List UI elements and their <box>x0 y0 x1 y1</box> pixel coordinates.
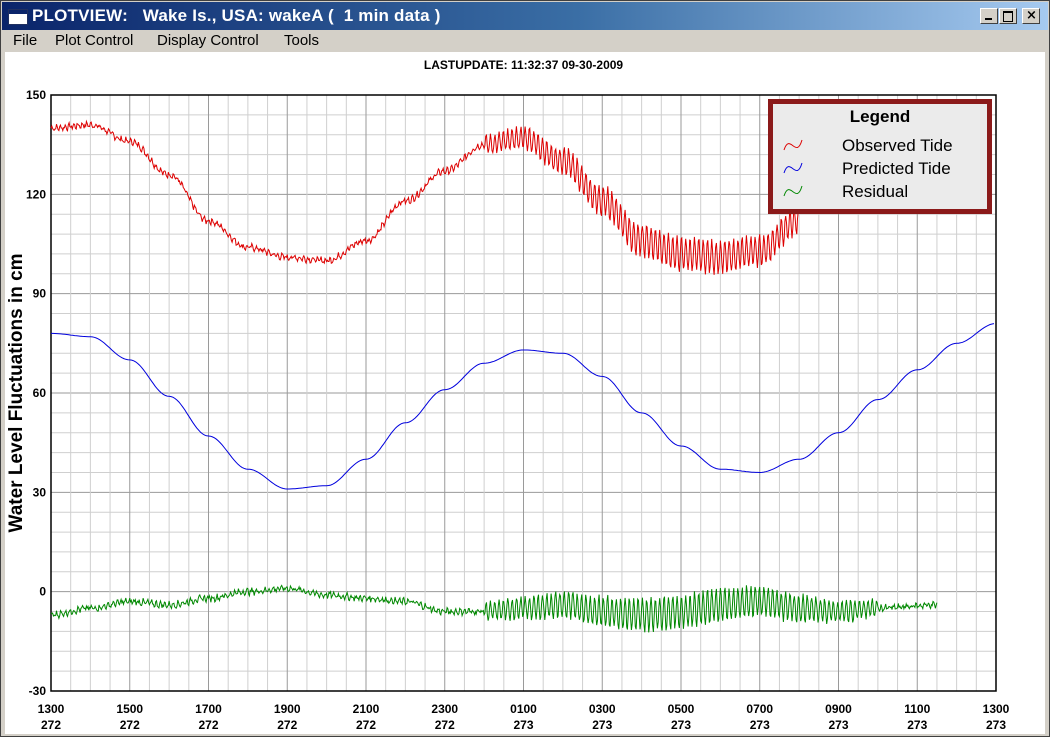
x-tick-hour-label: 0100 <box>510 702 537 716</box>
x-tick-day-label: 272 <box>277 718 297 732</box>
app-window-icon[interactable] <box>8 9 28 25</box>
legend-swatch-residual <box>783 185 803 197</box>
x-tick-hour-label: 0300 <box>589 702 616 716</box>
menu-file[interactable]: File <box>13 32 38 49</box>
observed-tide-line[interactable] <box>50 119 800 275</box>
x-tick-hour-label: 1700 <box>195 702 222 716</box>
plot-area: LASTUPDATE: 11:32:37 09-30-2009 Water Lev… <box>5 52 1045 734</box>
residual-line[interactable] <box>50 584 938 633</box>
y-tick-label: 0 <box>39 585 46 599</box>
legend-title: Legend <box>850 107 910 126</box>
legend-swatch-observed-tide <box>783 139 803 151</box>
menu-display-control[interactable]: Display Control <box>157 32 259 49</box>
x-tick-day-label: 273 <box>513 718 533 732</box>
x-tick-day-label: 273 <box>986 718 1006 732</box>
maximize-button[interactable] <box>999 8 1017 24</box>
menu-plot-control[interactable]: Plot Control <box>55 32 134 49</box>
x-tick-hour-label: 2100 <box>353 702 380 716</box>
tide-chart[interactable]: LASTUPDATE: 11:32:37 09-30-2009 Water Lev… <box>5 52 1045 734</box>
close-icon: × <box>1026 8 1037 23</box>
x-tick-day-label: 273 <box>828 718 848 732</box>
x-tick-hour-label: 1300 <box>38 702 65 716</box>
minimize-icon <box>985 18 992 20</box>
x-tick-day-label: 273 <box>671 718 691 732</box>
legend-label: Predicted Tide <box>842 159 951 178</box>
plot-frame <box>50 94 997 692</box>
x-tick-hour-label: 0700 <box>746 702 773 716</box>
x-tick-day-label: 273 <box>750 718 770 732</box>
y-tick-label: 120 <box>26 187 46 201</box>
x-tick-day-label: 272 <box>41 718 61 732</box>
legend-swatch-predicted-tide <box>783 162 803 174</box>
chart-title: LASTUPDATE: 11:32:37 09-30-2009 <box>424 58 624 72</box>
x-tick-hour-label: 0500 <box>668 702 695 716</box>
menu-tools[interactable]: Tools <box>284 32 320 49</box>
y-tick-label: 30 <box>33 485 47 499</box>
legend-label: Residual <box>842 182 908 201</box>
x-tick-hour-label: 2300 <box>431 702 458 716</box>
x-tick-day-label: 273 <box>592 718 612 732</box>
y-axis-label: Water Level Fluctuations in cm <box>6 253 27 532</box>
y-tick-label: 60 <box>33 386 47 400</box>
title-bar[interactable]: PLOTVIEW: Wake Is., USA: wakeA ( 1 min d… <box>2 2 1048 30</box>
x-tick-hour-label: 1500 <box>116 702 143 716</box>
maximize-icon <box>1003 11 1013 22</box>
x-tick-day-label: 272 <box>120 718 140 732</box>
x-tick-day-label: 272 <box>356 718 376 732</box>
x-tick-hour-label: 0900 <box>825 702 852 716</box>
x-tick-hour-label: 1100 <box>904 702 930 716</box>
y-tick-label: 150 <box>26 88 46 102</box>
x-tick-day-label: 273 <box>907 718 927 732</box>
legend-label: Observed Tide <box>842 136 953 155</box>
y-tick-label: -30 <box>29 684 47 698</box>
x-tick-day-label: 272 <box>198 718 218 732</box>
menu-bar: File Plot Control Display Control Tools <box>2 30 1048 52</box>
predicted-tide-line[interactable] <box>51 323 995 490</box>
x-tick-hour-label: 1300 <box>983 702 1010 716</box>
legend-box <box>773 104 987 209</box>
y-tick-label: 90 <box>33 287 47 301</box>
close-button[interactable]: × <box>1022 8 1040 24</box>
window-title: PLOTVIEW: Wake Is., USA: wakeA ( 1 min d… <box>32 6 441 25</box>
minimize-button[interactable] <box>980 8 998 24</box>
x-tick-hour-label: 1900 <box>274 702 301 716</box>
x-tick-day-label: 272 <box>435 718 455 732</box>
